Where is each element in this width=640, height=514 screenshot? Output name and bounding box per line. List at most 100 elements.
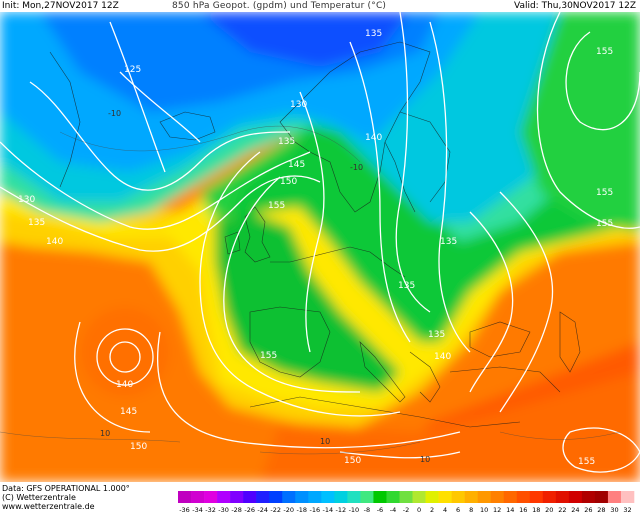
contour-label: 140 (365, 133, 382, 143)
contour-label: 130 (18, 195, 35, 205)
init-time: Init: Mon,27NOV2017 12Z (2, 1, 119, 11)
temperature-color-scale: -36 -34 -32 -30 -28 -26 -24 -22 -20 -18 -16 -14 -12-… (178, 491, 635, 514)
contour-label: 155 (578, 457, 595, 467)
scale-tick-label: 0 (417, 506, 421, 514)
temperature-isotherms (0, 125, 621, 455)
scale-tick-label: -22 (270, 506, 281, 514)
contour-label: 150 (130, 442, 147, 452)
contour-label: 135 (28, 218, 45, 228)
scale-swatch (503, 491, 518, 503)
map-title: 850 hPa Geopot. (gpdm) und Temperatur (°… (172, 1, 387, 11)
scale-tick-label: 14 (506, 506, 514, 514)
scale-tick-label: 20 (545, 506, 553, 514)
isotherm-label: -10 (350, 163, 363, 172)
scale-swatch (321, 491, 335, 503)
site-url: www.wetterzentrale.de (2, 502, 95, 511)
scale-tick-label: 28 (597, 506, 605, 514)
scale-tick-label: 8 (469, 506, 473, 514)
scale-tick-label: -10 (349, 506, 360, 514)
scale-swatch (594, 491, 609, 503)
contour-label: 135 (398, 281, 415, 291)
scale-swatch (269, 491, 283, 503)
scale-swatch (607, 491, 622, 503)
isotherm-label: -10 (108, 109, 121, 118)
contour-label: 140 (46, 237, 63, 247)
copyright: (C) Wetterzentrale (2, 493, 76, 502)
contour-label: 155 (596, 219, 613, 229)
scale-swatch (477, 491, 491, 503)
scale-swatch (464, 491, 478, 503)
scale-swatch (295, 491, 309, 503)
scale-tick-label: -28 (231, 506, 242, 514)
scale-tick-label: 24 (571, 506, 579, 514)
scale-swatch (438, 491, 452, 503)
scale-swatch (412, 491, 426, 503)
scale-swatch (191, 491, 205, 503)
temperature-geopotential-map: 125 130 130 135 135 135 135 135 135 140 … (0, 12, 640, 482)
scale-tick-label: -20 (283, 506, 294, 514)
scale-swatch (308, 491, 322, 503)
data-source: Data: GFS OPERATIONAL 1.000° (2, 484, 130, 493)
contour-label: 140 (434, 352, 451, 362)
scale-swatch (243, 491, 257, 503)
contour-label: 145 (120, 407, 137, 417)
scale-tick-label: 30 (610, 506, 618, 514)
coastlines (49, 41, 581, 428)
contour-label: 150 (344, 456, 361, 466)
scale-tick-label: 10 (480, 506, 488, 514)
scale-tick-label: -34 (192, 506, 203, 514)
scale-tick-label: -4 (390, 506, 396, 514)
scale-swatch (256, 491, 270, 503)
scale-swatch (204, 491, 218, 503)
contour-label: 155 (260, 351, 277, 361)
scale-swatch (581, 491, 596, 503)
scale-tick-label: 18 (532, 506, 540, 514)
scale-swatch (373, 491, 387, 503)
scale-tick-label: -30 (218, 506, 229, 514)
geopotential-labels: 125 130 130 135 135 135 135 135 135 140 … (18, 29, 613, 467)
scale-tick-label: 4 (443, 506, 447, 514)
geopotential-contours (0, 12, 640, 473)
valid-time: Valid: Thu,30NOV2017 12Z (514, 1, 636, 11)
scale-swatch (217, 491, 231, 503)
contour-label: 155 (268, 201, 285, 211)
scale-tick-label: -24 (257, 506, 268, 514)
scale-swatch (360, 491, 374, 503)
scale-tick-label: -12 (336, 506, 347, 514)
scale-tick-label: -8 (364, 506, 370, 514)
scale-swatch (230, 491, 244, 503)
scale-swatch (347, 491, 361, 503)
scale-tick-label: -32 (205, 506, 216, 514)
isotherm-label: 10 (320, 437, 330, 446)
contour-label: 155 (596, 188, 613, 198)
scale-tick-label: -18 (296, 506, 307, 514)
scale-tick-label: -2 (403, 506, 409, 514)
scale-tick-label: 6 (456, 506, 460, 514)
contour-label: 125 (124, 65, 141, 75)
temperature-labels: -10 -10 10 10 10 (100, 109, 430, 464)
isotherm-label: 10 (100, 429, 110, 438)
contour-label: 150 (280, 177, 297, 187)
scale-tick-label: -36 (179, 506, 190, 514)
contour-label: 140 (116, 380, 133, 390)
isotherm-label: 10 (420, 455, 430, 464)
temperature-field (0, 12, 640, 482)
scale-swatch (490, 491, 505, 503)
scale-tick-label: 16 (519, 506, 527, 514)
map-header: Init: Mon,27NOV2017 12Z 850 hPa Geopot. … (0, 0, 640, 12)
scale-swatch (529, 491, 544, 503)
scale-swatch (568, 491, 583, 503)
contour-label: 145 (288, 160, 305, 170)
scale-swatch (620, 491, 635, 503)
contour-label: 135 (440, 237, 457, 247)
scale-tick-label: -26 (244, 506, 255, 514)
scale-tick-label: -14 (323, 506, 334, 514)
contour-label: 130 (290, 100, 307, 110)
scale-swatch (334, 491, 348, 503)
scale-tick-label: 12 (493, 506, 501, 514)
scale-swatch (399, 491, 413, 503)
scale-swatch (425, 491, 439, 503)
contour-label: 135 (278, 137, 295, 147)
scale-tick-label: 26 (584, 506, 592, 514)
